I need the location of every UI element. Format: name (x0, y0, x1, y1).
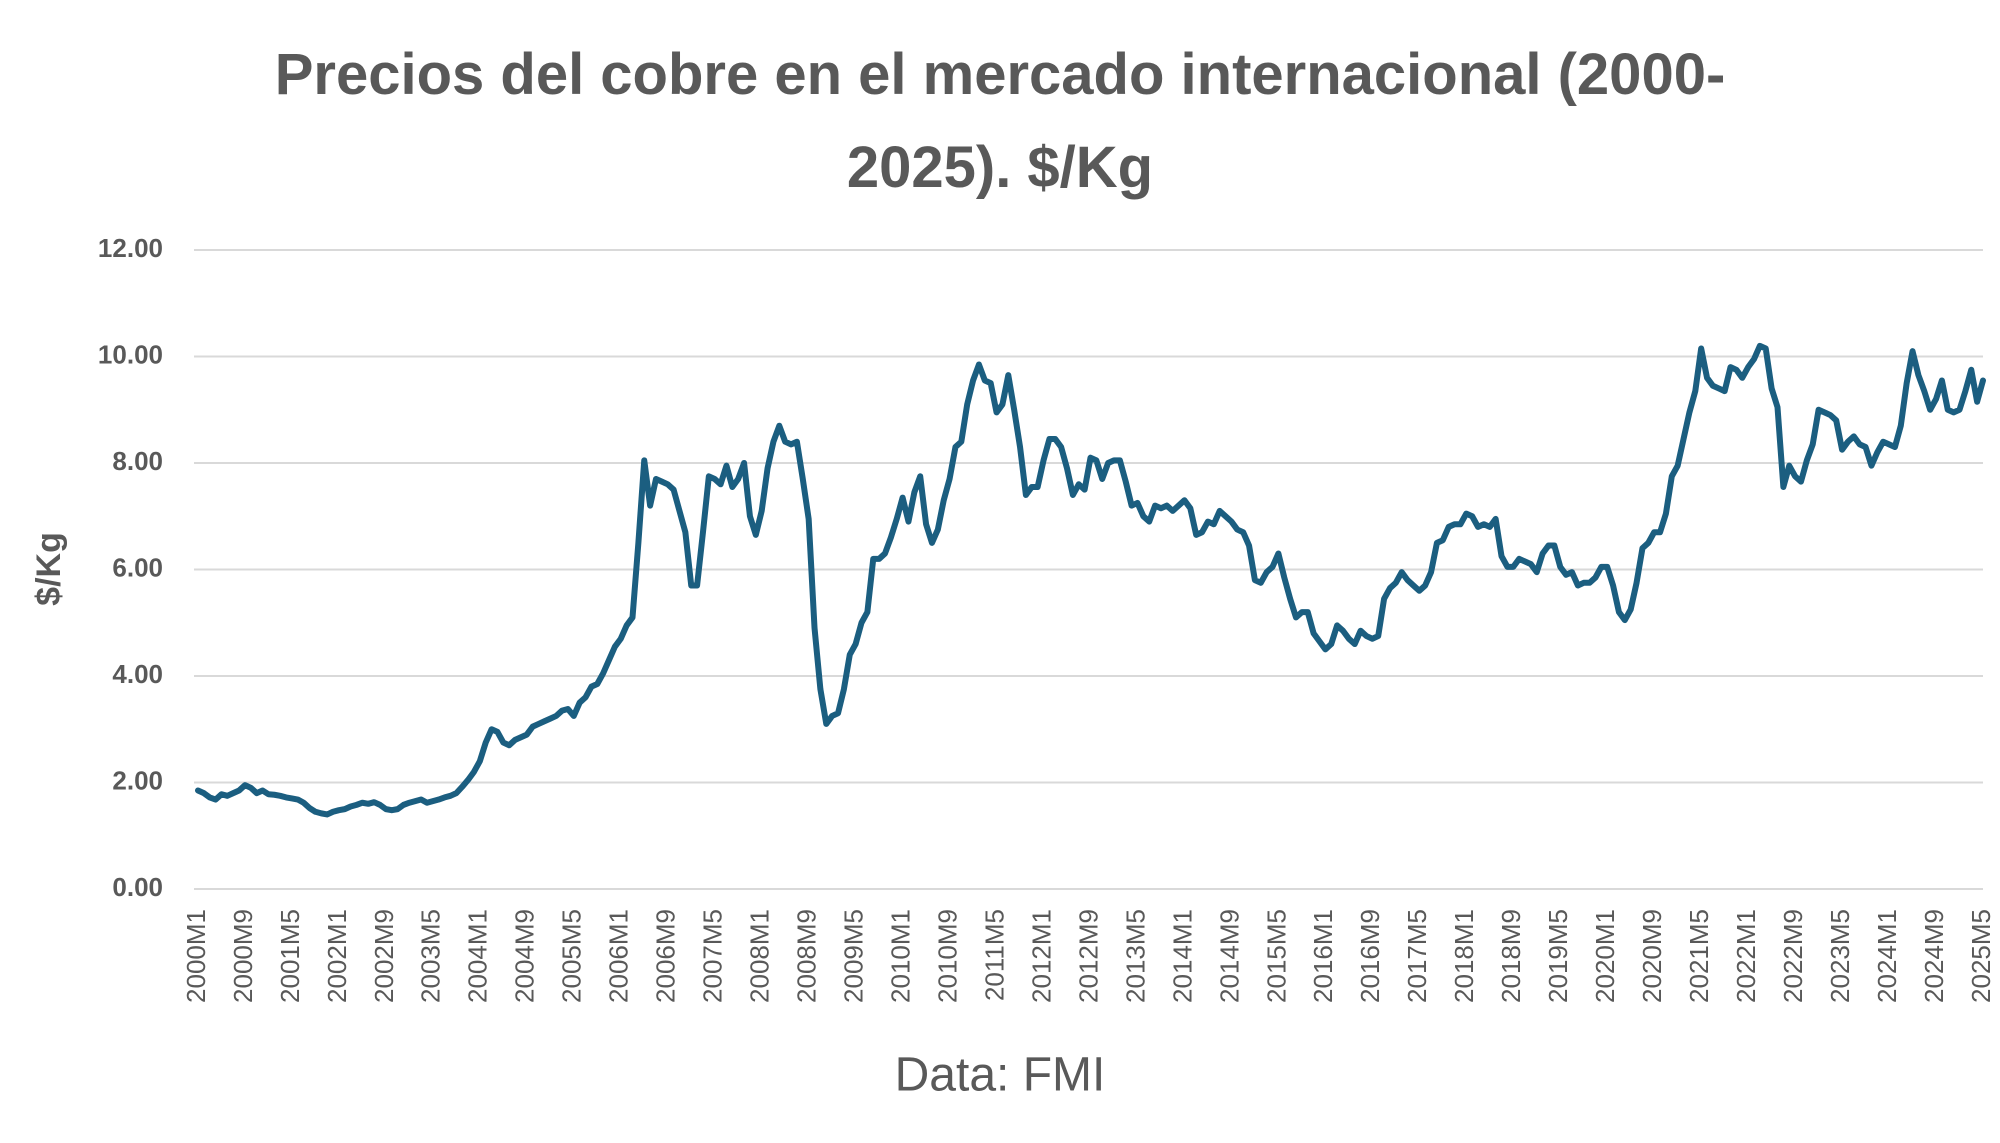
x-tick-label: 2008M9 (792, 909, 822, 1003)
x-tick-label: 2005M5 (557, 909, 587, 1003)
x-tick-label: 2013M5 (1120, 909, 1150, 1003)
x-tick-label: 2012M1 (1026, 909, 1056, 1003)
x-tick-label: 2012M9 (1073, 909, 1103, 1003)
x-tick-label: 2004M1 (463, 909, 493, 1003)
x-tick-label: 2011M5 (979, 909, 1009, 1001)
x-tick-label: 2002M9 (369, 909, 399, 1003)
x-tick-label: 2019M5 (1543, 909, 1573, 1003)
x-tick-label: 2003M5 (416, 909, 446, 1003)
x-tick-label: 2000M1 (181, 909, 211, 1003)
price-line (195, 342, 1986, 818)
x-tick-label: 2016M9 (1355, 909, 1385, 1003)
y-tick-label: 12.00 (98, 233, 163, 263)
x-tick-label: 2015M5 (1261, 909, 1291, 1003)
x-tick-label: 2010M9 (932, 909, 962, 1003)
x-tick-label: 2006M9 (651, 909, 681, 1003)
x-tick-label: 2014M9 (1214, 909, 1244, 1003)
x-tick-label: 2007M5 (698, 909, 728, 1003)
chart-title: Precios del cobre en el mercado internac… (274, 42, 1726, 200)
x-tick-label: 2010M1 (885, 909, 915, 1003)
x-tick-label: 2021M5 (1684, 909, 1714, 1003)
x-tick-label: 2022M1 (1731, 909, 1761, 1003)
source-note: Data: FMI (895, 1049, 1106, 1102)
x-tick-label: 2008M1 (745, 909, 775, 1003)
y-axis-label: $/Kg (30, 532, 68, 606)
x-tick-label: 2018M9 (1496, 909, 1526, 1003)
x-tick-label: 2016M1 (1308, 909, 1338, 1003)
x-tick-label: 2014M1 (1167, 909, 1197, 1003)
x-tick-label: 2006M1 (604, 909, 634, 1003)
x-tick-label: 2002M1 (322, 909, 352, 1003)
y-tick-label: 2.00 (112, 765, 163, 795)
y-tick-label: 6.00 (112, 552, 163, 582)
y-tick-label: 8.00 (112, 446, 163, 476)
x-tick-label: 2024M9 (1919, 909, 1949, 1003)
y-tick-label: 4.00 (112, 659, 163, 689)
x-tick-label: 2020M9 (1637, 909, 1667, 1003)
x-tick-label: 2024M1 (1872, 909, 1902, 1003)
x-tick-label: 2000M9 (228, 909, 258, 1003)
x-tick-label: 2017M5 (1402, 909, 1432, 1003)
y-tick-label: 10.00 (98, 339, 163, 369)
x-tick-label: 2020M1 (1590, 909, 1620, 1003)
x-tick-label: 2004M9 (510, 909, 540, 1003)
x-tick-label: 2023M5 (1825, 909, 1855, 1003)
x-tick-label: 2009M5 (839, 909, 869, 1003)
x-tick-label: 2022M9 (1778, 909, 1808, 1003)
y-tick-label: 0.00 (112, 872, 163, 902)
x-tick-label: 2018M1 (1449, 909, 1479, 1003)
x-tick-label: 2001M5 (275, 909, 305, 1003)
x-tick-label: 2025M5 (1966, 909, 1996, 1003)
